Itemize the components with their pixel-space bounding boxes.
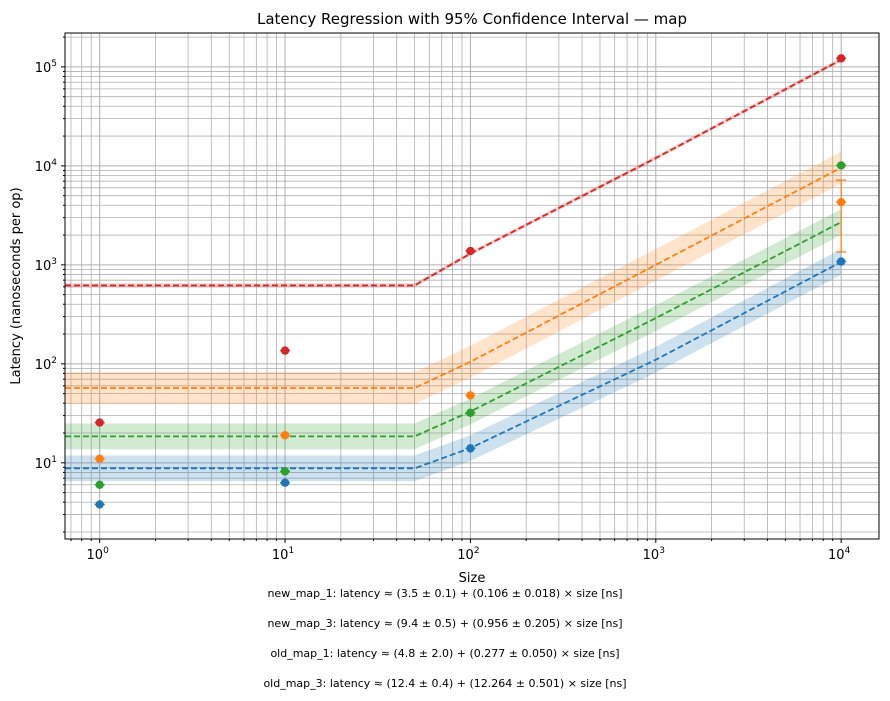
y-tick-label: 105 (35, 59, 57, 76)
x-tick-label: 101 (272, 546, 294, 563)
axis-ticks: 100 101 102 103 104 101 102 103 104 105 (35, 36, 851, 563)
confidence-band-2 (65, 151, 842, 404)
regression-note-old-map-1: old_map_1: latency ≈ (4.8 ± 2.0) + (0.27… (270, 647, 620, 660)
data-points (94, 54, 847, 509)
x-tick-label: 103 (643, 546, 665, 563)
regression-note-old-map-3: old_map_3: latency ≈ (12.4 ± 0.4) + (12.… (263, 677, 627, 690)
confidence-band-1 (65, 249, 842, 482)
y-axis-label: Latency (nanoseconds per op) (9, 187, 24, 384)
x-axis-label: Size (459, 571, 486, 586)
error-bars (836, 179, 847, 253)
regression-note-new-map-3: new_map_3: latency ≈ (9.4 ± 0.5) + (0.95… (267, 617, 623, 630)
y-tick-label: 101 (35, 455, 57, 472)
confidence-band-4 (65, 57, 842, 288)
confidence-band-3 (65, 209, 842, 450)
plot-frame (64, 32, 880, 540)
y-tick-label: 102 (35, 356, 57, 373)
y-tick-label: 103 (35, 257, 57, 274)
x-tick-label: 100 (87, 546, 110, 563)
x-tick-label: 102 (457, 546, 479, 563)
chart-title: Latency Regression with 95% Confidence I… (257, 10, 687, 28)
confidence-bands (65, 57, 842, 482)
fit-line-4 (65, 58, 842, 287)
regression-note-new-map-1: new_map_1: latency ≈ (3.5 ± 0.1) + (0.10… (267, 587, 623, 600)
y-tick-label: 104 (35, 158, 58, 175)
x-tick-label: 104 (828, 546, 851, 563)
